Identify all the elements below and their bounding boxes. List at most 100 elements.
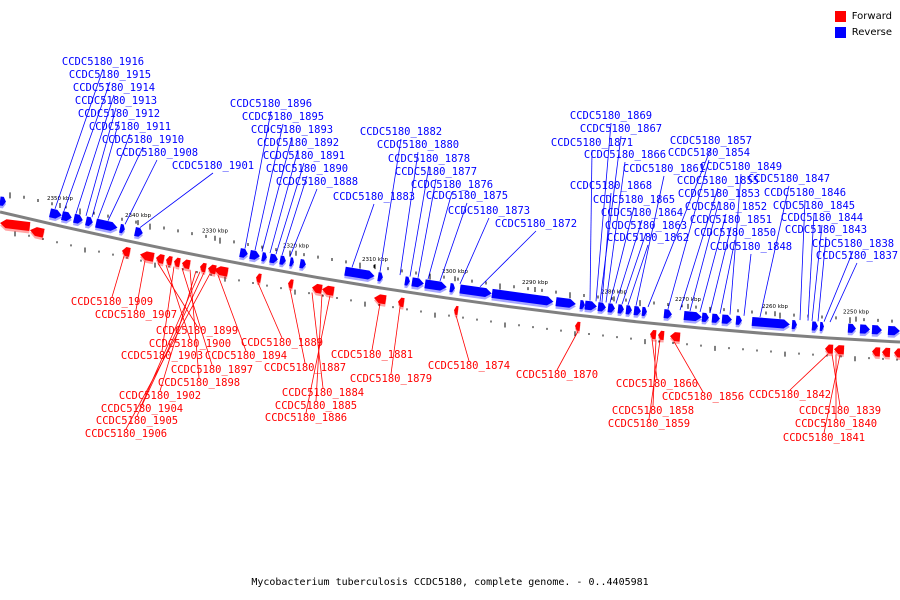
forward-gene-arrow[interactable] — [311, 283, 323, 294]
gene-label[interactable]: CCDC5180_1838 — [812, 238, 894, 250]
forward-gene-arrow[interactable] — [882, 347, 891, 358]
reverse-gene-arrow[interactable] — [584, 300, 597, 311]
gene-label[interactable]: CCDC5180_1851 — [690, 214, 772, 226]
gene-label[interactable]: CCDC5180_1877 — [395, 166, 477, 178]
gene-label[interactable]: CCDC5180_1866 — [584, 149, 666, 161]
reverse-gene-arrow[interactable] — [73, 213, 84, 225]
reverse-gene-arrow[interactable] — [859, 324, 870, 334]
gene-label[interactable]: CCDC5180_1909 — [71, 296, 153, 308]
gene-label[interactable]: CCDC5180_1914 — [73, 82, 155, 94]
gene-label[interactable]: CCDC5180_1913 — [75, 95, 157, 107]
gene-label[interactable]: CCDC5180_1907 — [95, 309, 177, 321]
gene-label[interactable]: CCDC5180_1840 — [795, 418, 877, 430]
reverse-gene-arrow[interactable] — [459, 284, 492, 298]
forward-gene-arrow[interactable] — [373, 293, 387, 305]
reverse-gene-arrow[interactable] — [85, 216, 94, 227]
forward-gene-arrow[interactable] — [255, 273, 262, 283]
forward-gene-arrow[interactable] — [173, 257, 181, 268]
gene-label[interactable]: CCDC5180_1861 — [623, 163, 705, 175]
reverse-gene-arrow[interactable] — [701, 312, 710, 323]
forward-gene-arrow[interactable] — [650, 329, 657, 340]
gene-label[interactable]: CCDC5180_1857 — [670, 135, 752, 147]
gene-label[interactable]: CCDC5180_1847 — [748, 173, 830, 185]
forward-gene-arrow[interactable] — [670, 332, 681, 342]
forward-gene-arrow[interactable] — [825, 344, 834, 354]
forward-gene-arrow[interactable] — [397, 297, 405, 308]
gene-label[interactable]: CCDC5180_1849 — [700, 161, 782, 173]
forward-gene-arrow[interactable] — [321, 285, 335, 296]
gene-label[interactable]: CCDC5180_1896 — [230, 98, 312, 110]
reverse-gene-arrow[interactable] — [95, 218, 118, 233]
gene-label[interactable]: CCDC5180_1885 — [275, 400, 357, 412]
gene-label[interactable]: CCDC5180_1905 — [96, 415, 178, 427]
forward-gene-arrow[interactable] — [834, 345, 845, 355]
reverse-gene-arrow[interactable] — [299, 259, 306, 269]
gene-label[interactable]: CCDC5180_1845 — [773, 200, 855, 212]
reverse-gene-arrow[interactable] — [404, 276, 410, 286]
reverse-gene-arrow[interactable] — [269, 253, 278, 264]
gene-label[interactable]: CCDC5180_1912 — [78, 108, 160, 120]
gene-label[interactable]: CCDC5180_1867 — [580, 123, 662, 135]
gene-label[interactable]: CCDC5180_1891 — [263, 150, 345, 162]
reverse-gene-arrow[interactable] — [344, 266, 375, 281]
gene-label[interactable]: CCDC5180_1863 — [605, 220, 687, 232]
reverse-gene-arrow[interactable] — [424, 279, 447, 291]
forward-gene-arrow[interactable] — [121, 246, 131, 257]
gene-label[interactable]: CCDC5180_1853 — [678, 188, 760, 200]
gene-label[interactable]: CCDC5180_1837 — [816, 250, 898, 262]
reverse-gene-arrow[interactable] — [279, 255, 287, 265]
reverse-gene-arrow[interactable] — [261, 252, 268, 262]
gene-label[interactable]: CCDC5180_1904 — [101, 403, 183, 415]
gene-label[interactable]: CCDC5180_1839 — [799, 405, 881, 417]
forward-gene-arrow[interactable] — [155, 253, 165, 264]
gene-label[interactable]: CCDC5180_1916 — [62, 56, 144, 68]
gene-label[interactable]: CCDC5180_1846 — [764, 187, 846, 199]
gene-label[interactable]: CCDC5180_1883 — [333, 191, 415, 203]
gene-label[interactable]: CCDC5180_1915 — [69, 69, 151, 81]
forward-gene-arrow[interactable] — [213, 265, 229, 277]
forward-gene-arrow[interactable] — [207, 264, 217, 275]
forward-gene-arrow[interactable] — [658, 330, 665, 341]
reverse-gene-arrow[interactable] — [491, 288, 554, 306]
reverse-gene-arrow[interactable] — [411, 277, 424, 288]
gene-label[interactable]: CCDC5180_1881 — [331, 349, 413, 361]
gene-label[interactable]: CCDC5180_1862 — [607, 232, 689, 244]
gene-label[interactable]: CCDC5180_1882 — [360, 126, 442, 138]
reverse-gene-arrow[interactable] — [751, 316, 791, 329]
reverse-gene-arrow[interactable] — [239, 248, 249, 258]
gene-label[interactable]: CCDC5180_1870 — [516, 369, 598, 381]
gene-label[interactable]: CCDC5180_1860 — [616, 378, 698, 390]
reverse-gene-arrow[interactable] — [721, 314, 733, 324]
forward-gene-arrow[interactable] — [29, 226, 45, 238]
reverse-gene-arrow[interactable] — [617, 304, 625, 314]
forward-gene-arrow[interactable] — [139, 250, 155, 262]
reverse-gene-arrow[interactable] — [0, 196, 6, 207]
gene-label[interactable]: CCDC5180_1908 — [116, 147, 198, 159]
gene-label[interactable]: CCDC5180_1895 — [242, 111, 324, 123]
gene-label[interactable]: CCDC5180_1897 — [171, 364, 253, 376]
reverse-gene-arrow[interactable] — [847, 323, 857, 333]
reverse-gene-arrow[interactable] — [871, 325, 882, 335]
gene-label[interactable]: CCDC5180_1865 — [593, 194, 675, 206]
gene-label[interactable]: CCDC5180_1852 — [685, 201, 767, 213]
gene-label[interactable]: CCDC5180_1841 — [783, 432, 865, 444]
forward-gene-arrow[interactable] — [453, 305, 459, 316]
gene-label[interactable]: CCDC5180_1859 — [608, 418, 690, 430]
gene-label[interactable]: CCDC5180_1874 — [428, 360, 510, 372]
reverse-gene-arrow[interactable] — [811, 321, 819, 331]
gene-label[interactable]: CCDC5180_1886 — [265, 412, 347, 424]
gene-label[interactable]: CCDC5180_1902 — [119, 390, 201, 402]
reverse-gene-arrow[interactable] — [449, 283, 455, 293]
gene-label[interactable]: CCDC5180_1910 — [102, 134, 184, 146]
forward-gene-arrow[interactable] — [0, 219, 31, 232]
gene-label[interactable]: CCDC5180_1889 — [241, 337, 323, 349]
gene-label[interactable]: CCDC5180_1901 — [172, 160, 254, 172]
reverse-gene-arrow[interactable] — [289, 257, 295, 267]
reverse-gene-arrow[interactable] — [641, 306, 648, 317]
gene-label[interactable]: CCDC5180_1903 — [121, 350, 203, 362]
gene-label[interactable]: CCDC5180_1871 — [551, 137, 633, 149]
forward-gene-arrow[interactable] — [574, 321, 581, 331]
gene-label[interactable]: CCDC5180_1911 — [89, 121, 171, 133]
gene-label[interactable]: CCDC5180_1873 — [448, 205, 530, 217]
gene-label[interactable]: CCDC5180_1898 — [158, 377, 240, 389]
